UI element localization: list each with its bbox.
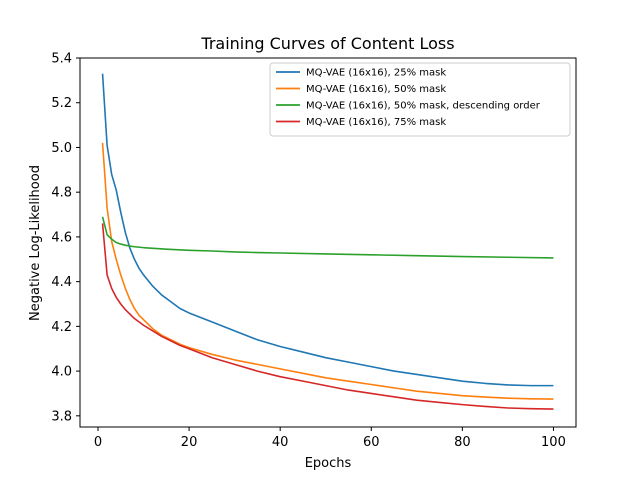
series-line [101, 73, 554, 387]
legend: MQ-VAE (16x16), 25% mask MQ-VAE (16x16), … [269, 62, 571, 137]
y-tick-label: 5.2 [51, 96, 72, 111]
y-axis-label: Negative Log-Likelihood [28, 165, 43, 321]
y-tick-label: 5.0 [51, 141, 72, 156]
x-tick-label: 60 [363, 435, 380, 450]
x-tick-label: 40 [272, 435, 289, 450]
x-axis-label: Epochs [305, 456, 352, 471]
y-tick-label: 3.8 [51, 409, 72, 424]
y-tick-label: 4.6 [51, 230, 72, 245]
y-tick-label: 4.2 [51, 320, 72, 335]
legend-box [269, 62, 571, 137]
y-axis: 3.8 4.0 4.2 4.4 4.6 4.8 5.0 5.2 5.4 [51, 52, 80, 424]
x-axis: 0 20 40 60 80 100 [94, 427, 566, 450]
y-tick-label: 4.4 [51, 275, 72, 290]
legend-label: MQ-VAE (16x16), 50% mask [306, 84, 446, 95]
x-tick-label: 20 [181, 435, 198, 450]
y-tick-label: 4.8 [51, 186, 72, 201]
plot-frame [79, 57, 577, 428]
series-line [101, 142, 554, 400]
legend-label: MQ-VAE (16x16), 25% mask [306, 68, 446, 79]
series-line [101, 223, 554, 410]
series-lines [101, 73, 554, 410]
series-line [101, 216, 554, 259]
legend-label: MQ-VAE (16x16), 75% mask [306, 117, 446, 128]
x-tick-label: 0 [94, 435, 102, 450]
legend-label: MQ-VAE (16x16), 50% mask, descending ord… [306, 101, 541, 112]
y-tick-label: 5.4 [51, 52, 72, 67]
y-tick-label: 4.0 [51, 365, 72, 380]
x-tick-label: 100 [541, 435, 566, 450]
chart-title: Training Curves of Content Loss [200, 34, 454, 53]
x-tick-label: 80 [454, 435, 471, 450]
